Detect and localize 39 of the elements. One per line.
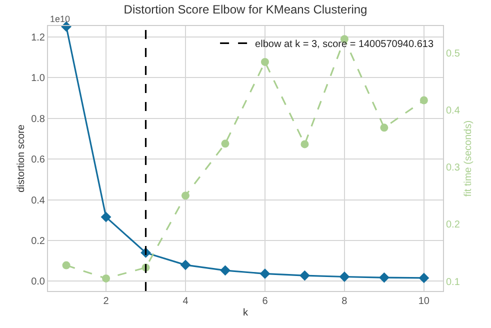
point — [420, 96, 428, 104]
point — [100, 212, 112, 222]
y-tick-label: 0.6 — [31, 154, 46, 166]
y2-tick-label: 0.1 — [446, 276, 460, 288]
point — [260, 58, 269, 66]
y2-tick-label: 0.4 — [446, 105, 460, 116]
point — [378, 272, 390, 283]
x-tick-label: 8 — [342, 296, 348, 307]
y2-tick-label: 0.3 — [446, 162, 460, 174]
point — [339, 272, 350, 282]
point — [260, 268, 270, 279]
point — [180, 260, 191, 270]
y-tick-label: 1.0 — [31, 73, 46, 84]
x-axis-title: k — [243, 308, 249, 318]
x-tick-label: 10 — [418, 296, 430, 307]
point — [220, 265, 230, 276]
point — [300, 270, 310, 281]
x-tick-label: 6 — [262, 296, 268, 307]
point — [181, 192, 190, 200]
y2-axis-title: fit time (seconds) — [462, 120, 474, 197]
chart-title: Distortion Score Elbow for KMeans Clustering — [124, 2, 368, 16]
y-tick-label: 0.0 — [31, 276, 46, 288]
y-tick-label: 0.2 — [31, 236, 46, 247]
y2-tick-label: 0.5 — [446, 48, 460, 60]
text: 1e10 — [50, 14, 70, 24]
point — [102, 274, 110, 282]
y-tick-label: 0.8 — [31, 114, 46, 125]
point — [62, 261, 70, 270]
y-tick-label: 1.2 — [31, 32, 46, 44]
y-tick-label: 0.4 — [31, 195, 46, 206]
y-axis-title: distortion score — [16, 124, 28, 192]
point — [418, 272, 430, 284]
point — [221, 140, 230, 148]
y2-tick-label: 0.2 — [446, 220, 460, 231]
point — [380, 124, 388, 132]
ref-line-label: elbow at k = 3, score = 1400570940.613 — [255, 39, 434, 50]
x-tick-label: 4 — [182, 296, 189, 307]
x-tick-label: 2 — [103, 296, 110, 307]
point — [300, 140, 309, 148]
